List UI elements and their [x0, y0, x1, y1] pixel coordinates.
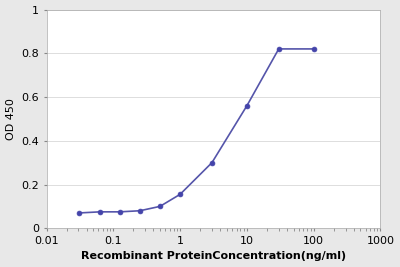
Y-axis label: OD 450: OD 450 [6, 98, 16, 140]
X-axis label: Recombinant ProteinConcentration(ng/ml): Recombinant ProteinConcentration(ng/ml) [81, 252, 346, 261]
